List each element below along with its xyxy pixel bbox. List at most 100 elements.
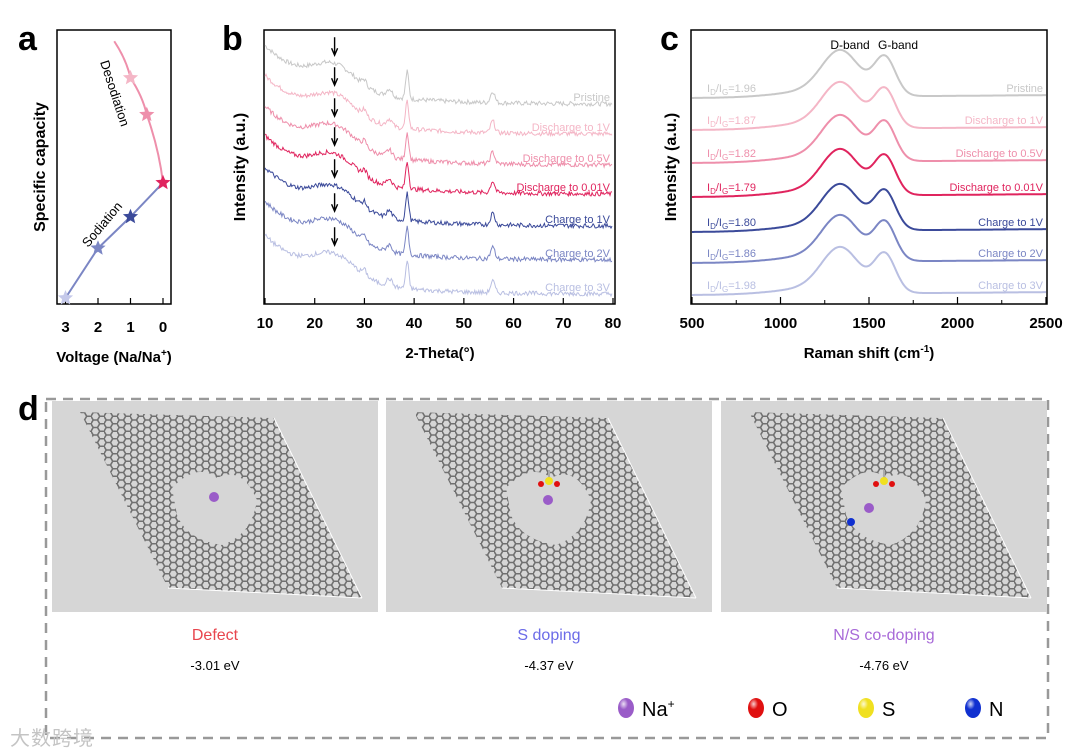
binding-energy: -4.37 eV [524,658,573,673]
model-title: N/S co-doping [833,627,934,644]
legend-label: S [882,699,895,721]
series-label: Discharge to 0.01V [949,182,1043,194]
panel-c-xlabel: Raman shift (cm-1) [804,344,935,362]
sulfur-atom [545,477,553,485]
oxygen-atom [554,481,560,487]
legend-label: N [989,699,1003,721]
defect-hole [506,471,591,545]
model-s-doping [386,401,712,612]
id-ig-ratio-label: ID/IG=1.87 [707,115,756,129]
binding-energy: -4.76 eV [859,658,908,673]
x-tick-label: 70 [555,315,572,332]
model-title: S doping [517,627,580,644]
panel-c-chart: Intensity (a.u.) Raman shift (cm-1) D-ba… [663,29,1063,362]
cell-edge [942,417,1032,599]
id-ig-ratio-label: ID/IG=1.79 [707,182,756,196]
defect-hole [841,471,926,545]
legend-atom-highlight [748,698,764,718]
panel-a-xlabel-sup: + [161,348,167,359]
sodium-atom [864,503,874,513]
panel-a-chart: Specific capacity Voltage (Na/Na+) 3 2 1 0D… [32,29,172,366]
star-marker [57,290,74,305]
panel-a-xlabel-main: Voltage (Na/Na [56,349,161,366]
x-tick-label: 10 [257,315,274,332]
cell-edge [501,587,697,599]
series-label: Charge to 3V [545,282,610,294]
model-n-s-co-doping [721,401,1047,612]
legend-atom-highlight [618,698,634,718]
oxygen-atom [889,481,895,487]
cell-edge [167,587,363,599]
x-tick-label: 1500 [852,315,885,332]
xrd-curve [264,73,613,138]
xrd-curve [264,133,613,198]
sodium-atom [209,492,219,502]
panel-b-xlabel: 2-Theta(°) [405,345,474,362]
oxygen-atom [873,481,879,487]
raman-curve [692,245,1046,296]
x-tick-label: 40 [406,315,423,332]
series-label: Pristine [573,92,610,104]
down-arrow-icon [330,127,339,148]
down-arrow-icon [330,37,339,58]
series-label: Discharge to 0.5V [523,153,611,165]
model-title: Defect [192,627,239,644]
series-label: Charge to 2V [978,248,1043,260]
panel-a-xlabel: Voltage (Na/Na+) [56,348,172,366]
raman-curve [692,48,1046,99]
star-marker [155,174,171,190]
id-ig-ratio-label: ID/IG=1.98 [707,280,756,294]
series-line-desodiation [113,40,164,183]
star-marker [122,208,139,224]
x-tick-label: 80 [605,315,622,332]
oxygen-atom [538,481,544,487]
series-label: Discharge to 1V [532,122,611,134]
panel-b-chart: Intensity (a.u.) 2-Theta(°) 10 20 30 40 50 60… [232,29,622,362]
panel-d-frame [44,397,1050,740]
cell-edge [836,587,1032,599]
panel-letter-b: b [222,20,243,58]
panel-a-ylabel: Specific capacity [32,102,49,232]
x-tick-label: 50 [456,315,473,332]
series-label: Discharge to 1V [965,115,1044,127]
series-label: Charge to 2V [545,248,610,260]
panel-b-frame [263,29,616,305]
panel-letter-c: c [660,20,679,58]
x-tick-label: 20 [306,315,323,332]
down-arrow-icon [330,159,339,180]
xrd-curve [264,106,613,169]
star-marker [90,240,106,255]
x-tick-label: 1000 [764,315,797,332]
cell-edge [607,417,697,599]
id-ig-ratio-label: ID/IG=1.86 [707,248,756,262]
g-band-label: G-band [878,38,918,52]
binding-energy: -3.01 eV [190,658,239,673]
x-tick-label: 2000 [941,315,974,332]
xrd-curve [264,200,613,264]
x-tick-label: 30 [356,315,373,332]
raman-curve [692,147,1046,198]
x-tick-label: 1 [126,319,134,336]
x-tick-label: 2500 [1029,315,1062,332]
panel-c-xlabel-main: Raman shift (cm [804,345,921,362]
star-marker [139,106,155,122]
model-defect [52,401,378,612]
panel-c-xlabel-sup: -1 [920,344,929,355]
x-tick-label: 2 [94,319,102,336]
raman-curve [692,213,1046,264]
panel-c-xlabel-end: ) [929,345,934,362]
panel-d-models: Defect -3.01 eV S doping -4.37 eV N/S co-dop… [44,397,1050,740]
panel-letter-a: a [18,20,38,58]
id-ig-ratio-label: ID/IG=1.96 [707,83,756,97]
legend-label: O [772,699,788,721]
xrd-curve [264,233,613,298]
sodiation-label: Sodiation [79,199,125,250]
id-ig-ratio-label: ID/IG=1.82 [707,148,756,162]
panel-letter-d: d [18,390,39,428]
sodium-atom [543,495,553,505]
cell-edge [273,417,363,599]
xrd-curve [264,44,613,108]
d-band-label: D-band [830,38,869,52]
series-label: Discharge to 0.01V [516,182,610,194]
